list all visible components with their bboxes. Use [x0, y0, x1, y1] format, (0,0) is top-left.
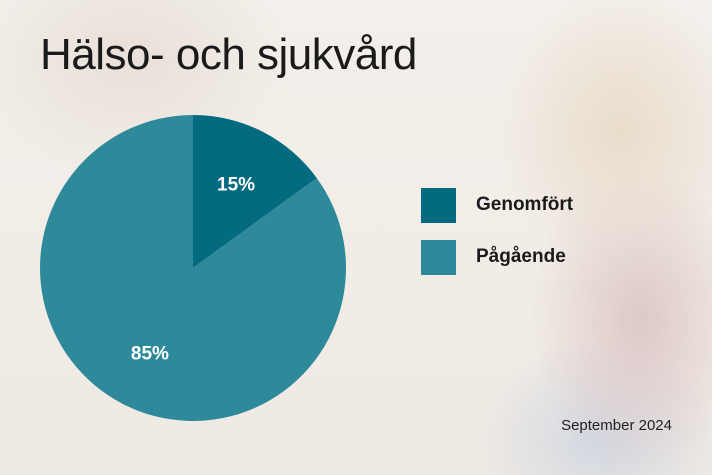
pie-slice-pågående: [39, 115, 347, 422]
legend-item-genomfort: Genomfört: [421, 187, 573, 223]
pie-slice-genomfört: [193, 115, 317, 268]
legend-label: Pågående: [476, 246, 566, 267]
date-label: September 2024: [561, 417, 672, 434]
legend: Genomfört Pågående: [421, 187, 573, 291]
legend-swatch: [421, 239, 456, 275]
legend-swatch: [421, 187, 456, 223]
chart-title: Hälso- och sjukvård: [40, 30, 417, 79]
legend-item-pagaende: Pågående: [421, 239, 573, 275]
data-label: 85%: [131, 344, 169, 365]
legend-label: Genomfört: [476, 194, 574, 215]
data-label: 15%: [217, 174, 255, 195]
